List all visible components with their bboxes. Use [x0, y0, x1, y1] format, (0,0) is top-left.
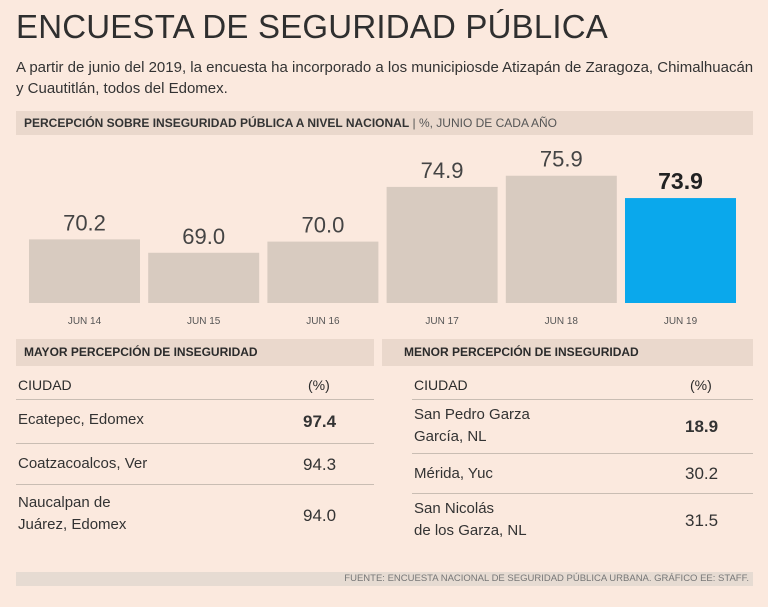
table-row: Naucalpan de Juárez, Edomex 94.0	[16, 485, 374, 545]
bar-jun-15	[148, 252, 260, 303]
row-city: Mérida, Yuc	[414, 465, 493, 482]
bar-value-label: 70.0	[301, 213, 344, 238]
bar-value-label: 74.9	[421, 158, 464, 183]
page-subtitle: A partir de junio del 2019, la encuesta …	[16, 59, 754, 97]
col-city-header: CIUDAD	[414, 377, 468, 393]
source-note: FUENTE: ENCUESTA NACIONAL DE SEGURIDAD P…	[16, 572, 753, 586]
table-row: San Pedro Garza García, NL 18.9	[412, 400, 753, 454]
row-city: San Nicolás de los Garza, NL	[414, 500, 527, 539]
x-tick-label: JUN 17	[425, 316, 459, 327]
col-city-header: CIUDAD	[18, 377, 72, 393]
x-tick-label: JUN 15	[187, 316, 221, 327]
table-row: Coatzacoalcos, Ver 94.3	[16, 444, 374, 485]
row-city: Coatzacoalcos, Ver	[18, 455, 148, 472]
chart-title: PERCEPCIÓN SOBRE INSEGURIDAD PÚBLICA A N…	[24, 116, 410, 130]
page-title: ENCUESTA DE SEGURIDAD PÚBLICA	[16, 8, 608, 45]
table-row: Mérida, Yuc 30.2	[412, 454, 753, 494]
row-value: 97.4	[303, 412, 337, 431]
chart-header: PERCEPCIÓN SOBRE INSEGURIDAD PÚBLICA A N…	[16, 111, 753, 135]
chart-subtitle: %, JUNIO DE CADA AÑO	[418, 116, 557, 130]
x-tick-label: JUN 19	[664, 316, 698, 327]
bar-jun-18	[505, 175, 617, 303]
col-pct-header: (%)	[690, 377, 712, 393]
row-value: 94.3	[303, 455, 337, 474]
row-value: 30.2	[685, 464, 719, 483]
bar-value-label: 69.0	[182, 224, 225, 249]
panel-mayor-columns: CIUDAD (%)	[16, 366, 374, 400]
panel-menor-columns: CIUDAD (%)	[412, 366, 753, 400]
panel-menor: MENOR PERCEPCIÓN DE INSEGURIDAD CIUDAD (…	[382, 339, 753, 546]
panel-mayor: MAYOR PERCEPCIÓN DE INSEGURIDAD CIUDAD (…	[16, 339, 374, 545]
x-tick-label: JUN 14	[68, 316, 102, 327]
bar-chart: 70.2 JUN 14 69.0 JUN 15 70.0 JUN 16 74.9 JUN 17…	[29, 147, 736, 327]
bar-jun-14	[29, 239, 140, 303]
panel-mayor-title: MAYOR PERCEPCIÓN DE INSEGURIDAD	[16, 339, 374, 366]
table-row: San Nicolás de los Garza, NL 31.5	[412, 494, 753, 546]
bar-jun-19	[625, 198, 736, 303]
row-city: Naucalpan de Juárez, Edomex	[18, 494, 127, 533]
row-city: San Pedro Garza García, NL	[414, 406, 530, 445]
col-pct-header: (%)	[308, 377, 330, 393]
bar-value-label: 70.2	[63, 210, 106, 235]
bar-jun-16	[267, 241, 379, 303]
row-value: 31.5	[685, 511, 719, 530]
row-value: 94.0	[303, 506, 337, 525]
x-tick-label: JUN 16	[306, 316, 340, 327]
row-value: 18.9	[685, 417, 719, 436]
table-row: Ecatepec, Edomex 97.4	[16, 400, 374, 444]
panel-menor-title: MENOR PERCEPCIÓN DE INSEGURIDAD	[382, 339, 753, 366]
chart-title-separator: |	[409, 116, 419, 130]
bar-value-label: 73.9	[658, 168, 703, 194]
bar-jun-17	[386, 186, 498, 303]
x-tick-label: JUN 18	[545, 316, 579, 327]
bar-value-label: 75.9	[540, 147, 583, 172]
row-city: Ecatepec, Edomex	[18, 411, 144, 428]
